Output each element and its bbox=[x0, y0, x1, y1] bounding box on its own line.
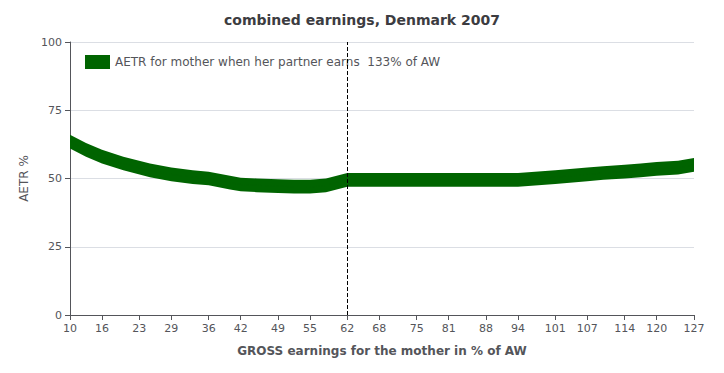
svg-text:120: 120 bbox=[646, 322, 667, 335]
svg-text:combined earnings, Denmark 200: combined earnings, Denmark 2007 bbox=[224, 12, 500, 28]
svg-text:127: 127 bbox=[684, 322, 705, 335]
svg-text:42: 42 bbox=[234, 322, 248, 335]
svg-text:55: 55 bbox=[303, 322, 317, 335]
svg-text:25: 25 bbox=[48, 240, 62, 253]
svg-text:75: 75 bbox=[410, 322, 424, 335]
svg-text:62: 62 bbox=[340, 322, 354, 335]
svg-text:0: 0 bbox=[55, 309, 62, 322]
svg-text:23: 23 bbox=[132, 322, 146, 335]
svg-text:68: 68 bbox=[372, 322, 386, 335]
svg-text:29: 29 bbox=[164, 322, 178, 335]
svg-text:16: 16 bbox=[95, 322, 109, 335]
svg-text:94: 94 bbox=[511, 322, 525, 335]
svg-text:114: 114 bbox=[614, 322, 635, 335]
svg-text:GROSS earnings for the mother: GROSS earnings for the mother in % of AW bbox=[237, 344, 527, 358]
svg-text:49: 49 bbox=[271, 322, 285, 335]
svg-text:AETR %: AETR % bbox=[17, 155, 31, 202]
svg-text:10: 10 bbox=[63, 322, 77, 335]
svg-text:101: 101 bbox=[545, 322, 566, 335]
svg-text:100: 100 bbox=[41, 36, 62, 49]
svg-text:75: 75 bbox=[48, 104, 62, 117]
svg-text:AETR for mother when her partn: AETR for mother when her partner earns 1… bbox=[115, 55, 440, 69]
svg-text:107: 107 bbox=[577, 322, 598, 335]
svg-text:50: 50 bbox=[48, 172, 62, 185]
svg-text:88: 88 bbox=[479, 322, 493, 335]
svg-text:81: 81 bbox=[442, 322, 456, 335]
svg-text:36: 36 bbox=[202, 322, 216, 335]
